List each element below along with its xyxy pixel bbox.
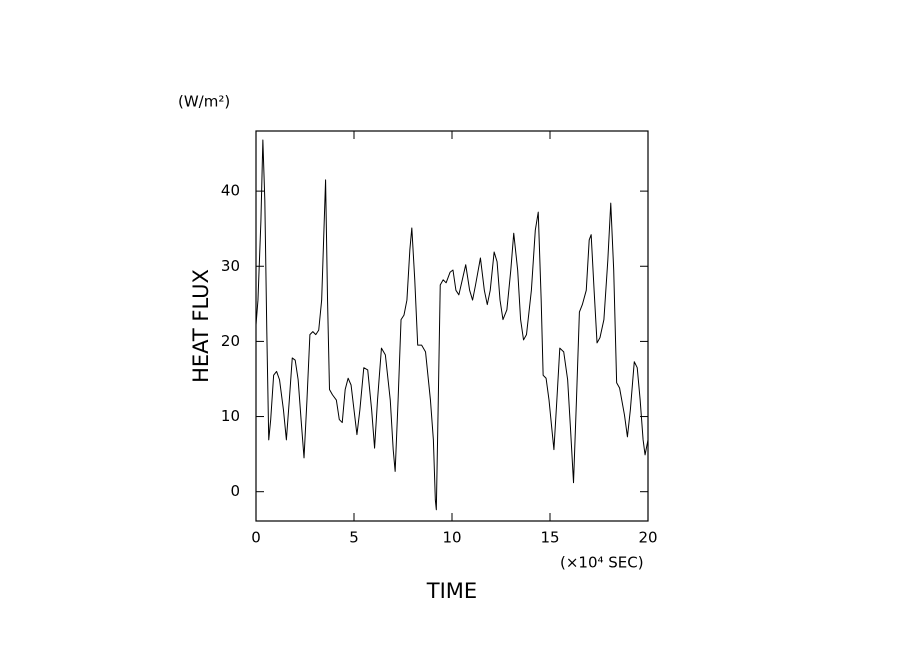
- y-tick-label: 20: [221, 332, 240, 350]
- x-unit: (×10⁴ SEC): [560, 554, 644, 572]
- y-tick-label: 0: [230, 482, 240, 500]
- data-line: [255, 139, 649, 511]
- x-tick-label: 15: [540, 529, 559, 547]
- y-tick-label: 30: [221, 257, 240, 275]
- y-axis-label: HEAT FLUX: [189, 269, 213, 383]
- plot-frame: [255, 130, 649, 522]
- x-tick-label: 10: [442, 529, 461, 547]
- y-unit: (W/m²): [178, 93, 230, 111]
- x-tick-label: 20: [638, 529, 657, 547]
- y-tick-label: 40: [221, 182, 240, 200]
- x-tick-label: 0: [251, 529, 261, 547]
- x-axis-label: TIME: [426, 579, 477, 603]
- x-tick-label: 5: [349, 529, 359, 547]
- y-tick-label: 10: [221, 407, 240, 425]
